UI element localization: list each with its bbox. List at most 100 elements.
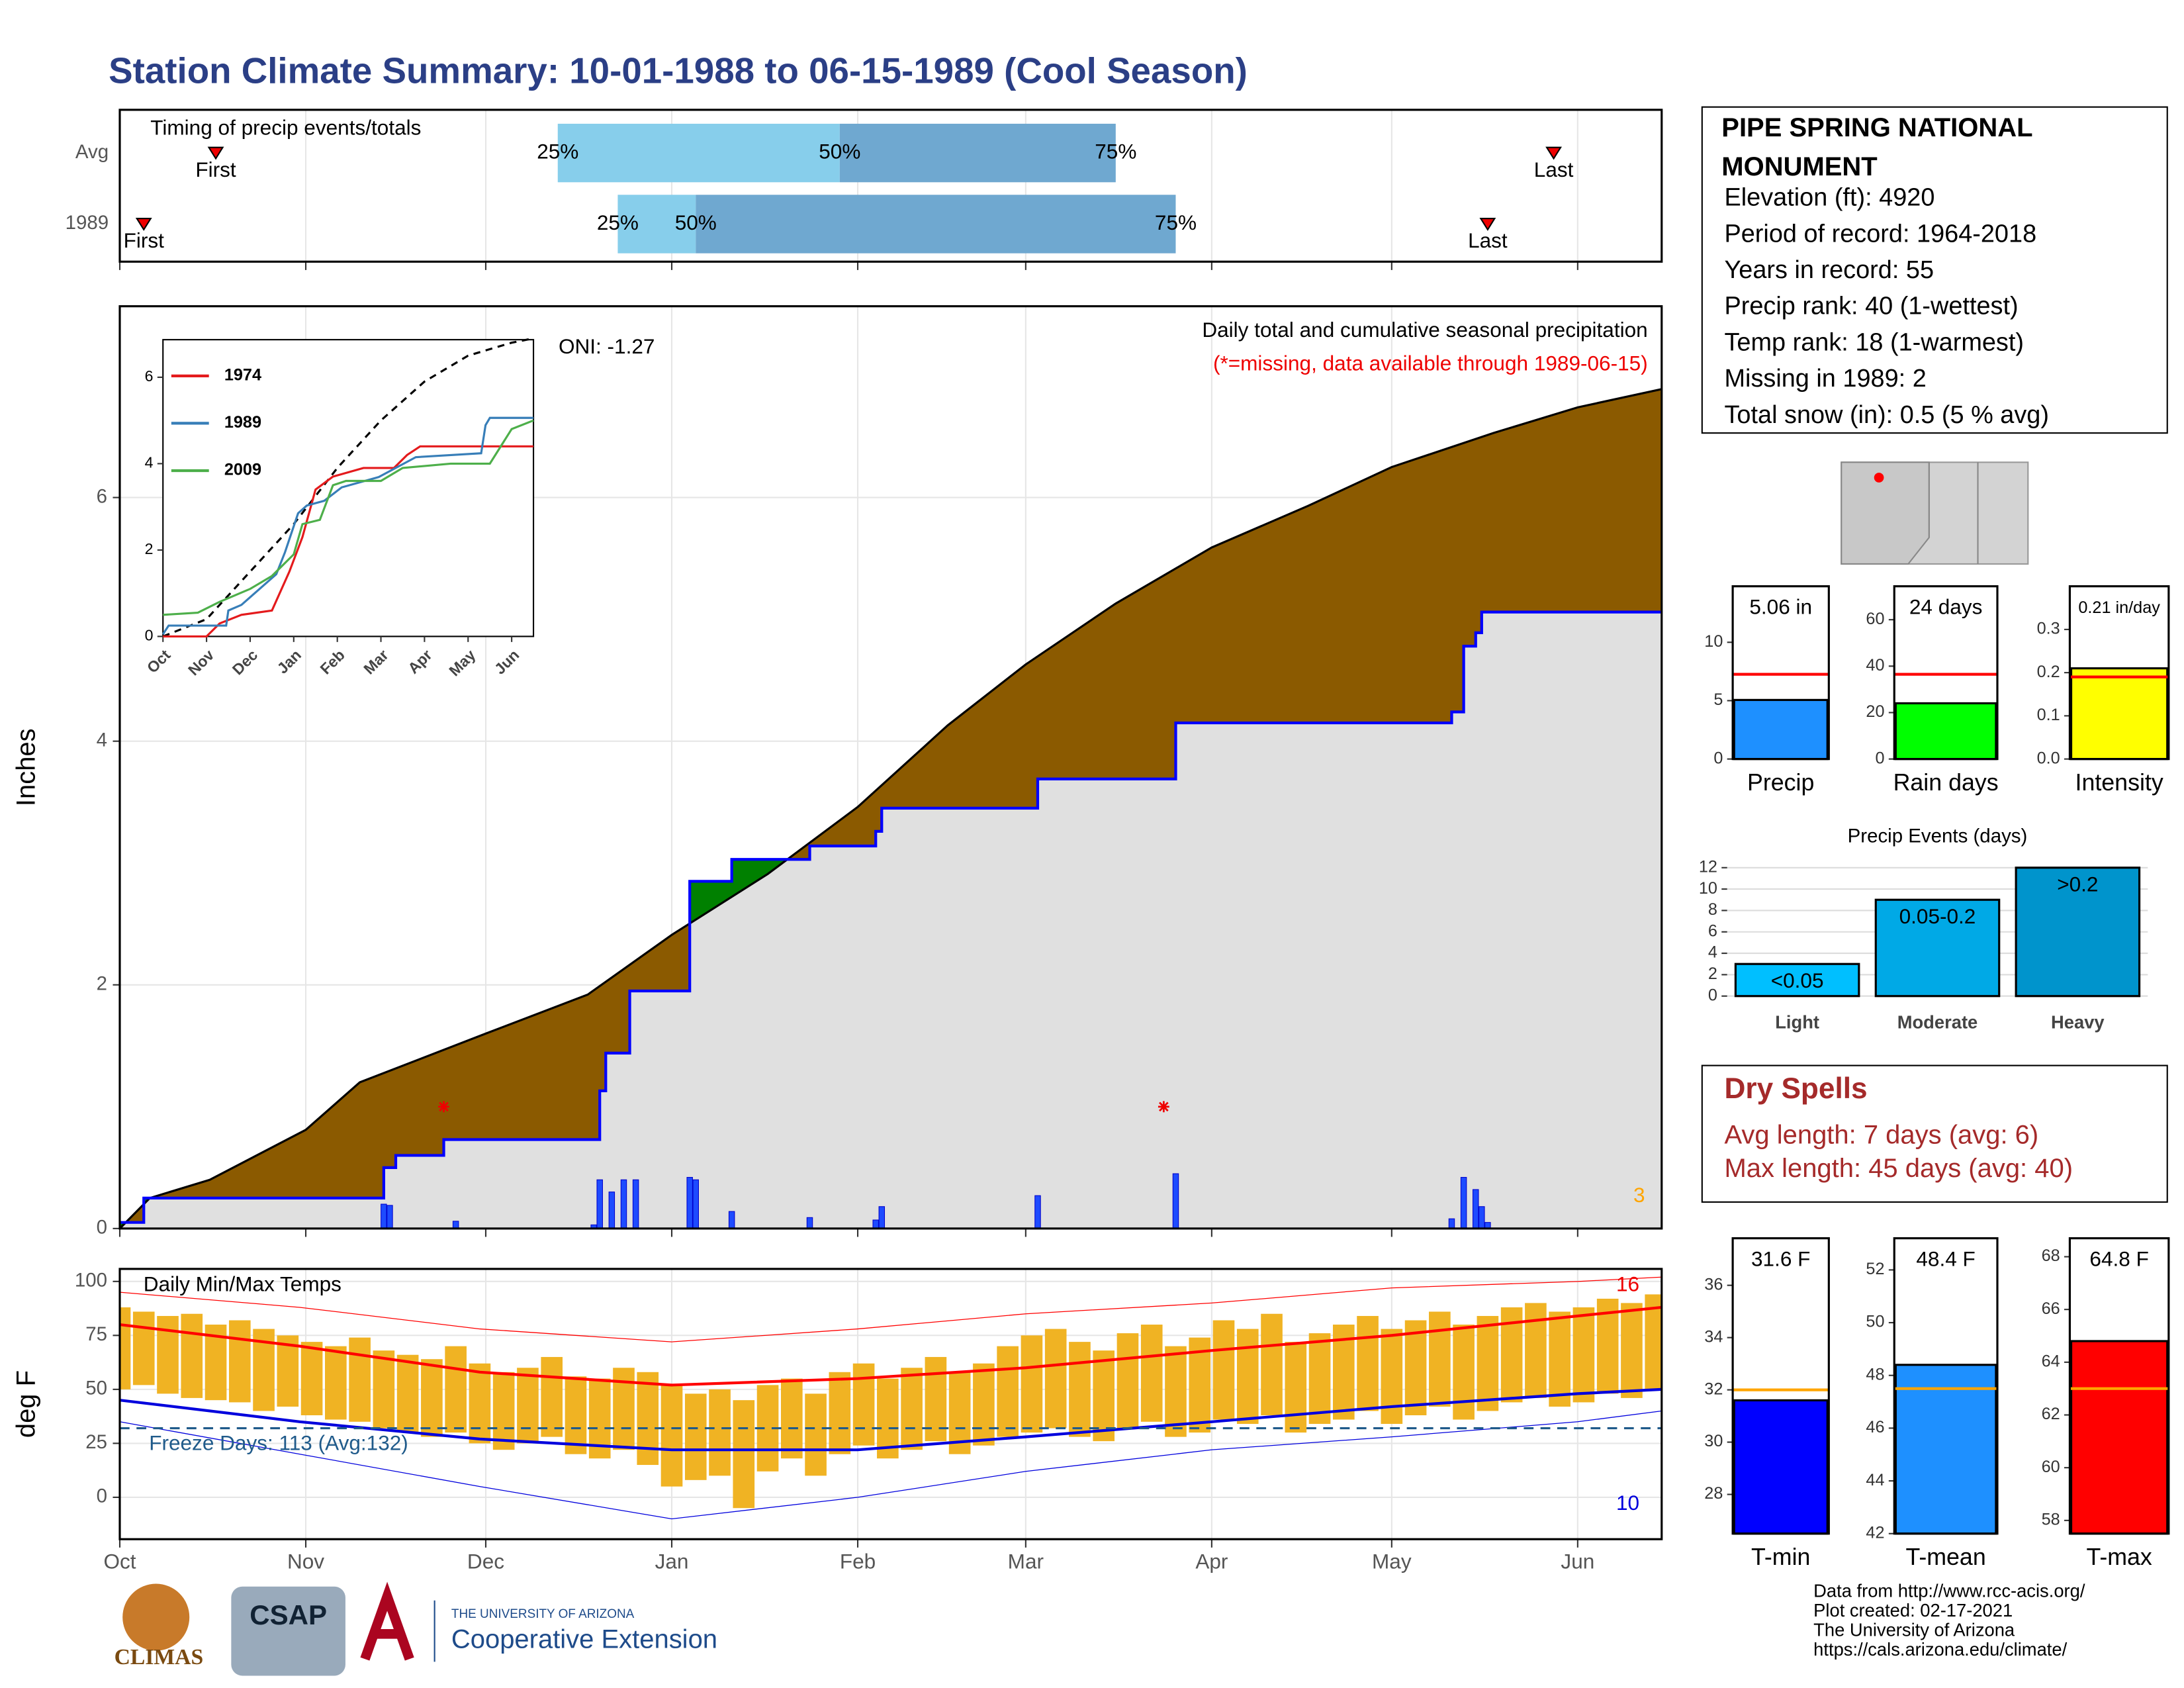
footer-line: Plot created: 02-17-2021 xyxy=(1813,1600,2013,1620)
logos: CLIMAS CSAP THE UNIVERSITY OF ARIZONA Co… xyxy=(114,1581,717,1676)
x-tick-label: Jan xyxy=(274,646,305,677)
high-note: 16 xyxy=(1616,1272,1639,1295)
temp-range-bar xyxy=(709,1389,731,1476)
y-tick-label: 6 xyxy=(145,367,154,385)
station-name: PIPE SPRING NATIONAL MONUMENT xyxy=(1721,114,2032,183)
normal-low xyxy=(119,1387,1662,1452)
temp-range-bar xyxy=(119,1307,131,1389)
station-line: Temp rank: 18 (1-warmest) xyxy=(1724,328,2024,356)
temp-range-bar xyxy=(1165,1346,1187,1437)
y-tick-label: 0 xyxy=(1875,749,1884,767)
temp-range-bar xyxy=(1453,1325,1475,1420)
y-tick-label: 0 xyxy=(1708,986,1717,1004)
temp-range-bar xyxy=(852,1363,875,1446)
bar-frame xyxy=(2068,1237,2170,1535)
temp-range-bar xyxy=(1429,1311,1451,1407)
daily-bar xyxy=(1479,1206,1485,1229)
temp-range-bar xyxy=(1404,1320,1427,1416)
y-tick-label: 68 xyxy=(2042,1246,2060,1265)
logo-text: CSAP xyxy=(250,1599,327,1630)
station-box xyxy=(1701,106,2168,434)
csap-logo xyxy=(231,1586,345,1676)
temp-range-bar xyxy=(445,1346,467,1433)
daily-bar xyxy=(608,1192,615,1229)
y-tick-label: 0.0 xyxy=(2037,749,2060,767)
y-tick-label: 2 xyxy=(1708,964,1717,983)
y-tick-label: 6 xyxy=(1708,921,1717,940)
y-tick-label: 58 xyxy=(2042,1511,2060,1529)
quartile-band xyxy=(617,195,696,254)
y-axis-label: Inches xyxy=(12,728,41,806)
title: Station Climate Summary: 10-01-1988 to 0… xyxy=(109,50,1248,91)
quartile-label: 75% xyxy=(1155,211,1197,234)
temp-range-bar xyxy=(1381,1329,1403,1425)
y-tick-label: 40 xyxy=(1866,656,1884,675)
event-marker xyxy=(1479,217,1496,231)
station-line: Elevation (ft): 4920 xyxy=(1724,184,1934,212)
temp-range-bar xyxy=(1236,1329,1259,1425)
x-tick-label: Apr xyxy=(1195,1549,1228,1573)
timing-frame xyxy=(118,109,1663,263)
bar-frame xyxy=(1731,585,1830,761)
daily-bar xyxy=(1448,1218,1455,1229)
temp-range-bar xyxy=(1357,1315,1379,1411)
y-tick-label: 4 xyxy=(97,729,107,751)
y-tick-label: 1989 xyxy=(66,212,109,234)
bar-label: 0.05-0.2 xyxy=(1899,904,1976,928)
daily-bar xyxy=(381,1203,387,1229)
station-dot xyxy=(1874,473,1884,483)
temp-range-bar xyxy=(829,1372,851,1454)
bar-frame xyxy=(1893,1237,1999,1535)
temp-range-bar xyxy=(517,1368,539,1444)
y-tick-label: 0 xyxy=(97,1485,107,1507)
bar xyxy=(2070,667,2169,761)
x-tick-label: Mar xyxy=(1008,1549,1044,1573)
daily-bar xyxy=(1172,1173,1179,1229)
bar-frame xyxy=(1731,1237,1830,1535)
daily-bar xyxy=(692,1179,699,1229)
bar-frame xyxy=(1893,585,1999,761)
locator-map xyxy=(1841,461,2029,565)
quartile-label: 50% xyxy=(819,139,860,163)
temp-range-bar xyxy=(373,1350,395,1429)
temp-range-bar xyxy=(684,1393,707,1480)
y-tick-label: 60 xyxy=(1866,610,1884,628)
event-label: First xyxy=(124,228,165,252)
y-tick-label: 30 xyxy=(1704,1432,1723,1450)
daily-bar xyxy=(806,1217,813,1229)
category-label: Rain days xyxy=(1893,769,1999,796)
category-label: T-min xyxy=(1751,1544,1810,1570)
daily-bar xyxy=(632,1179,639,1229)
category-label: Precip xyxy=(1747,769,1814,796)
x-tick-label: May xyxy=(445,646,478,679)
y-tick-label: 64 xyxy=(2042,1352,2060,1371)
y-tick-label: 75 xyxy=(85,1323,107,1345)
bar xyxy=(2015,867,2141,998)
missing-marker xyxy=(438,1101,449,1113)
low-note: 10 xyxy=(1616,1491,1639,1515)
x-tick-label: Apr xyxy=(404,646,435,677)
daily-bar xyxy=(620,1179,627,1229)
y-tick-label: 0 xyxy=(145,627,154,644)
temp-range-bar xyxy=(733,1400,755,1509)
bar xyxy=(1894,1364,1997,1535)
temp-title: Daily Min/Max Temps xyxy=(144,1272,341,1295)
category-label: T-mean xyxy=(1905,1544,1985,1570)
record-high xyxy=(119,1276,1662,1342)
y-tick-label: 6 xyxy=(97,485,107,507)
y-tick-label: Avg xyxy=(75,141,109,163)
temp-range-bar xyxy=(421,1359,443,1437)
normal-high xyxy=(119,1305,1662,1387)
y-tick-label: 42 xyxy=(1866,1523,1884,1542)
category-label: Heavy xyxy=(2051,1012,2105,1033)
y-tick-label: 34 xyxy=(1704,1327,1723,1346)
dry-line: Max length: 45 days (avg: 40) xyxy=(1724,1154,2073,1183)
temp-range-bar xyxy=(973,1363,995,1446)
temp-range-bar xyxy=(300,1342,323,1416)
event-marker xyxy=(1545,146,1563,160)
logo-text: Cooperative Extension xyxy=(451,1624,717,1654)
y-tick-label: 4 xyxy=(145,454,154,471)
climas-logo xyxy=(122,1583,190,1651)
y-tick-label: 44 xyxy=(1866,1471,1884,1489)
category-label: Intensity xyxy=(2075,769,2163,796)
